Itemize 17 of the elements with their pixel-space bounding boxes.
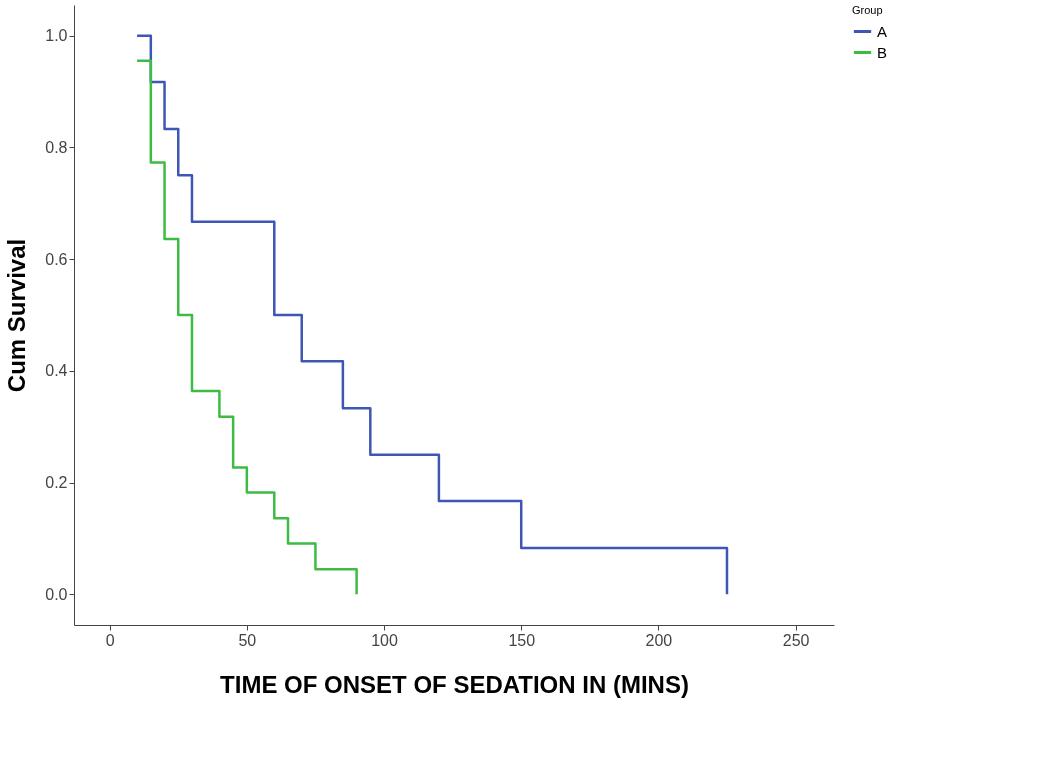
legend-label: B (877, 43, 888, 61)
y-tick-label: 0.6 (45, 250, 68, 268)
legend-label: A (877, 22, 888, 40)
x-tick-label: 50 (238, 631, 257, 649)
y-tick-label: 0.0 (45, 585, 68, 603)
y-tick-label: 0.4 (45, 362, 68, 380)
x-tick-label: 0 (105, 631, 115, 649)
y-axis-title: Cum Survival (3, 238, 31, 393)
x-tick-label: 200 (645, 631, 673, 649)
y-tick-label: 0.2 (45, 474, 68, 492)
x-axis-title: TIME OF ONSET OF SEDATION IN (MINS) (220, 670, 689, 698)
x-tick-label: 150 (508, 631, 536, 649)
x-tick-label: 100 (371, 631, 398, 649)
y-tick-label: 0.8 (45, 138, 68, 156)
legend-title: Group (852, 4, 883, 16)
x-tick-label: 250 (782, 631, 810, 649)
y-tick-label: 1.0 (45, 27, 68, 45)
